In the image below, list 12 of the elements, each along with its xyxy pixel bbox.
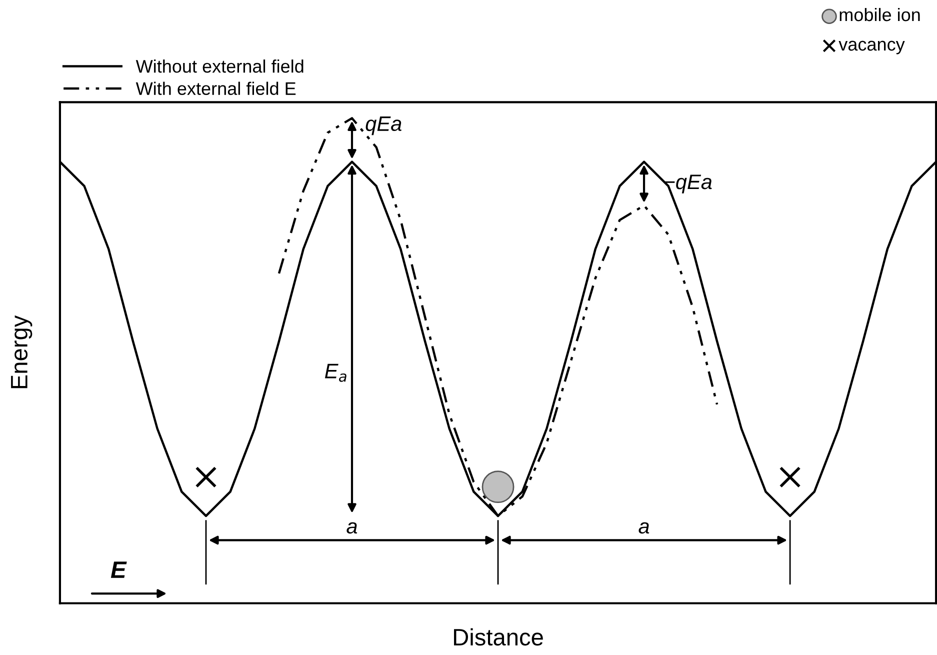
annotation: qEa (366, 116, 402, 136)
annotation: a (346, 522, 358, 534)
annotation: E$_{a}$ (324, 364, 346, 382)
annotation: a (638, 522, 650, 534)
text: mobile ion (840, 8, 920, 22)
legend-label: Without external field (136, 59, 304, 73)
annotation: −qEa (664, 174, 712, 194)
annotation: E (110, 562, 127, 578)
x-axis-title: Distance (454, 628, 543, 646)
text: vacancy (838, 40, 905, 54)
legend-label: With external field E (136, 82, 296, 95)
y-axis-title: Energy (11, 315, 32, 388)
